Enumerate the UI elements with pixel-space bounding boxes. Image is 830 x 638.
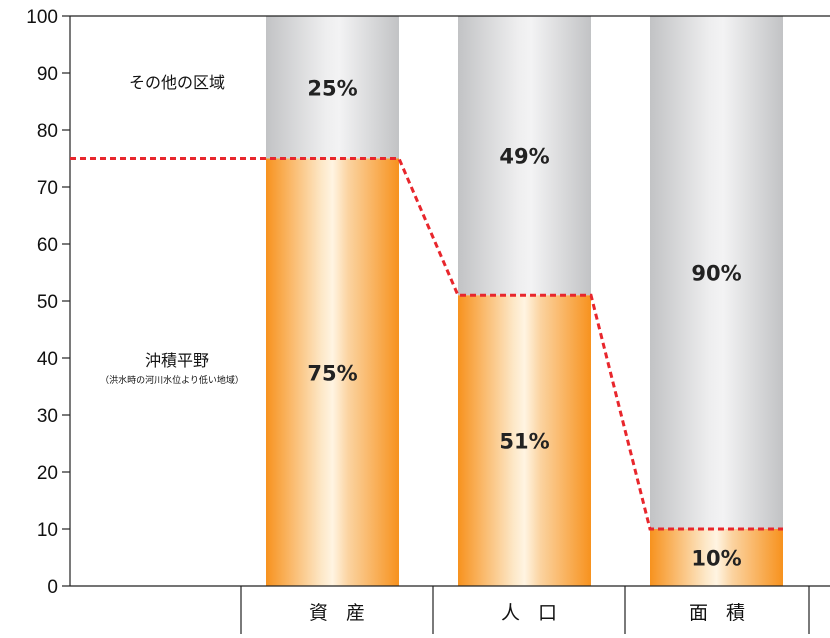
data-label-lowland-1: 75%	[307, 361, 357, 385]
y-tick-label-20: 20	[37, 463, 58, 484]
bar-other-3	[650, 16, 783, 529]
x-tick-label-1: 資 産	[309, 602, 371, 624]
x-tick-label-3: 面 積	[689, 602, 751, 624]
data-label-other-1: 25%	[307, 76, 357, 100]
y-tick-label-100: 100	[26, 7, 58, 28]
lowland-connector-line	[70, 157, 783, 531]
data-label-other-3: 90%	[691, 262, 741, 286]
y-tick-label-60: 60	[37, 235, 58, 256]
connector-layer	[70, 157, 783, 531]
y-tick-label-0: 0	[47, 577, 58, 598]
y-tick-label-10: 10	[37, 520, 58, 541]
y-tick-label-70: 70	[37, 178, 58, 199]
data-label-other-2: 49%	[499, 145, 549, 169]
x-tick-label-2: 人 口	[501, 602, 563, 624]
annotation-other-area: その他の区域	[129, 73, 225, 92]
bar-other-2	[458, 16, 591, 296]
y-tick-label-80: 80	[37, 121, 58, 142]
y-tick-label-40: 40	[37, 349, 58, 370]
annotation-alluvial-plain: 沖積平野	[145, 351, 209, 370]
data-label-lowland-2: 51%	[499, 430, 549, 454]
axes: 0 10 20 30 40 50 60 70 80 90 100 資 産 人 口 面 積	[26, 7, 830, 634]
y-tick-label-90: 90	[37, 64, 58, 85]
bar-lowland-1	[266, 158, 399, 586]
bar-other-1	[266, 16, 399, 159]
y-tick-label-50: 50	[37, 292, 58, 313]
bars-layer	[266, 16, 783, 586]
data-label-lowland-3: 10%	[691, 547, 741, 571]
bar-lowland-2	[458, 295, 591, 586]
annotation-alluvial-plain-note: （洪水時の河川水位より低い地域）	[100, 374, 244, 386]
bar-lowland-3	[650, 529, 783, 586]
y-tick-label-30: 30	[37, 406, 58, 427]
